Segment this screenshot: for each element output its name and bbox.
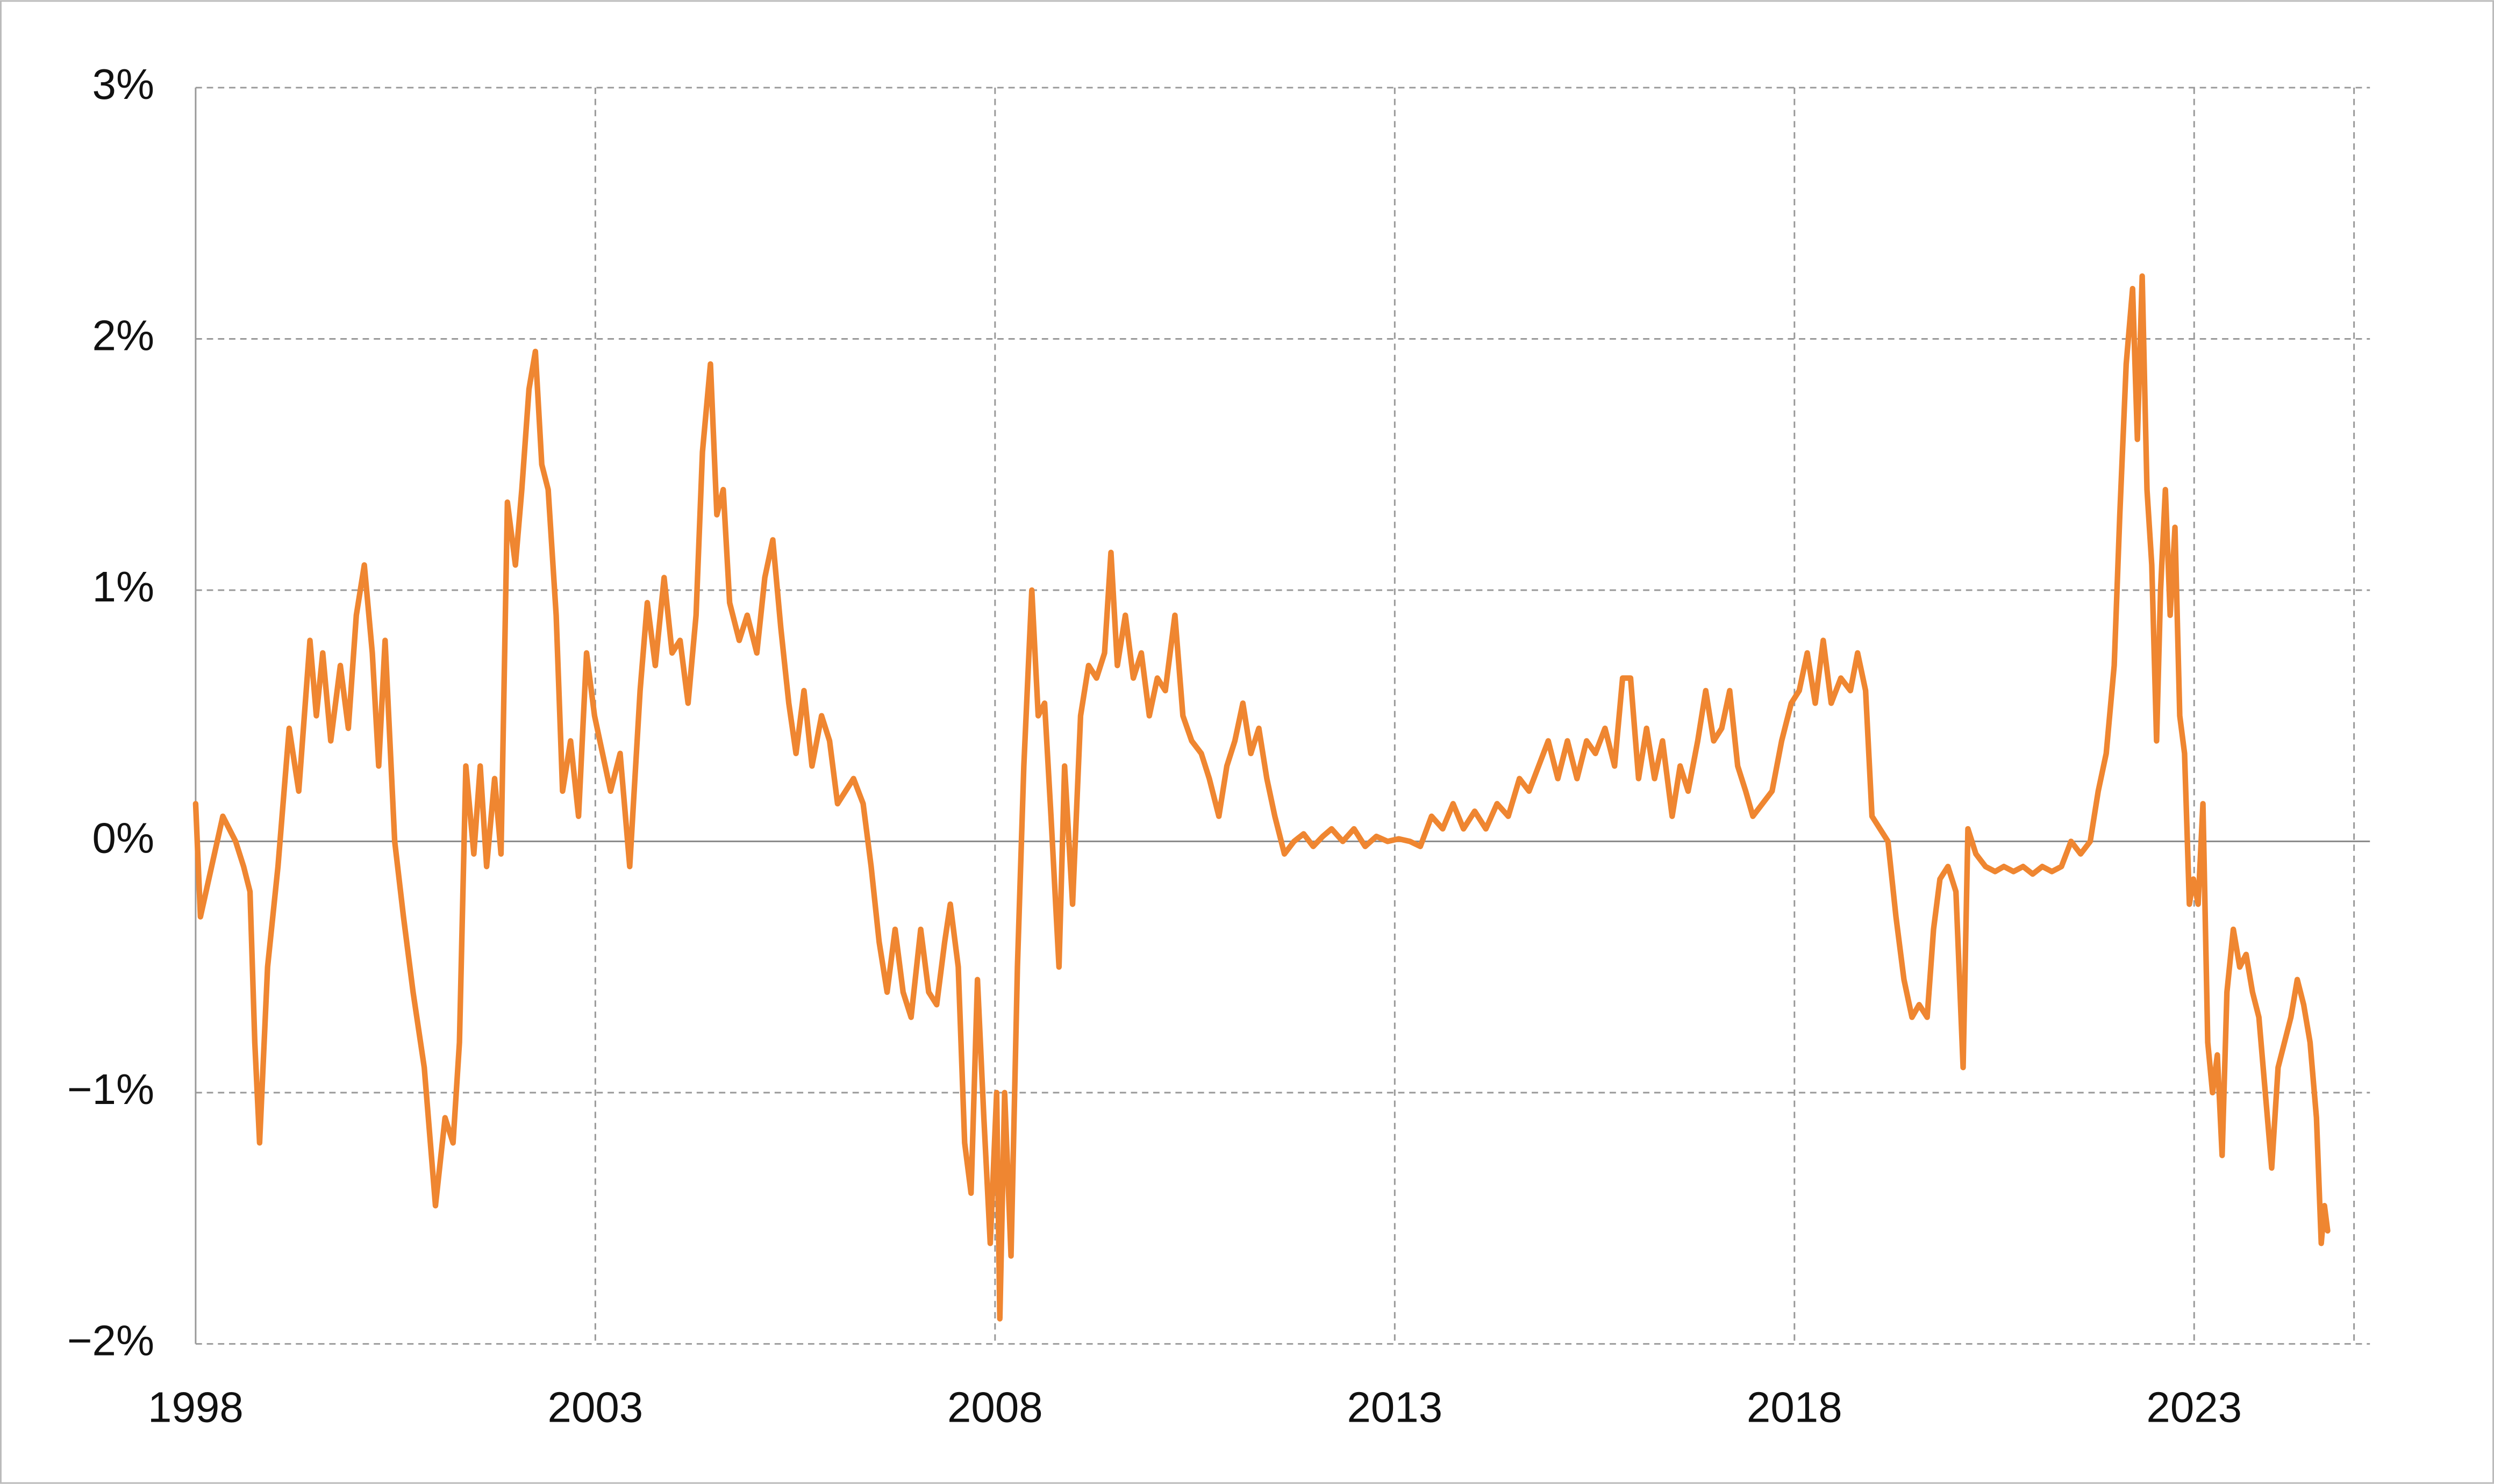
y-tick-label: 1% (92, 563, 154, 611)
x-tick-label: 2023 (2146, 1383, 2242, 1431)
y-tick-label: −1% (67, 1065, 154, 1113)
x-tick-label: 2013 (1347, 1383, 1442, 1431)
y-tick-label: 0% (92, 814, 154, 862)
x-tick-label: 2018 (1747, 1383, 1842, 1431)
line-series (192, 273, 2331, 1322)
y-tick-label: 2% (92, 312, 154, 360)
x-tick-label: 2008 (947, 1383, 1043, 1431)
x-tick-label: 2003 (548, 1383, 644, 1431)
y-tick-label: 3% (92, 60, 154, 108)
x-tick-label: 1998 (148, 1383, 244, 1431)
y-tick-label: −2% (67, 1316, 154, 1364)
